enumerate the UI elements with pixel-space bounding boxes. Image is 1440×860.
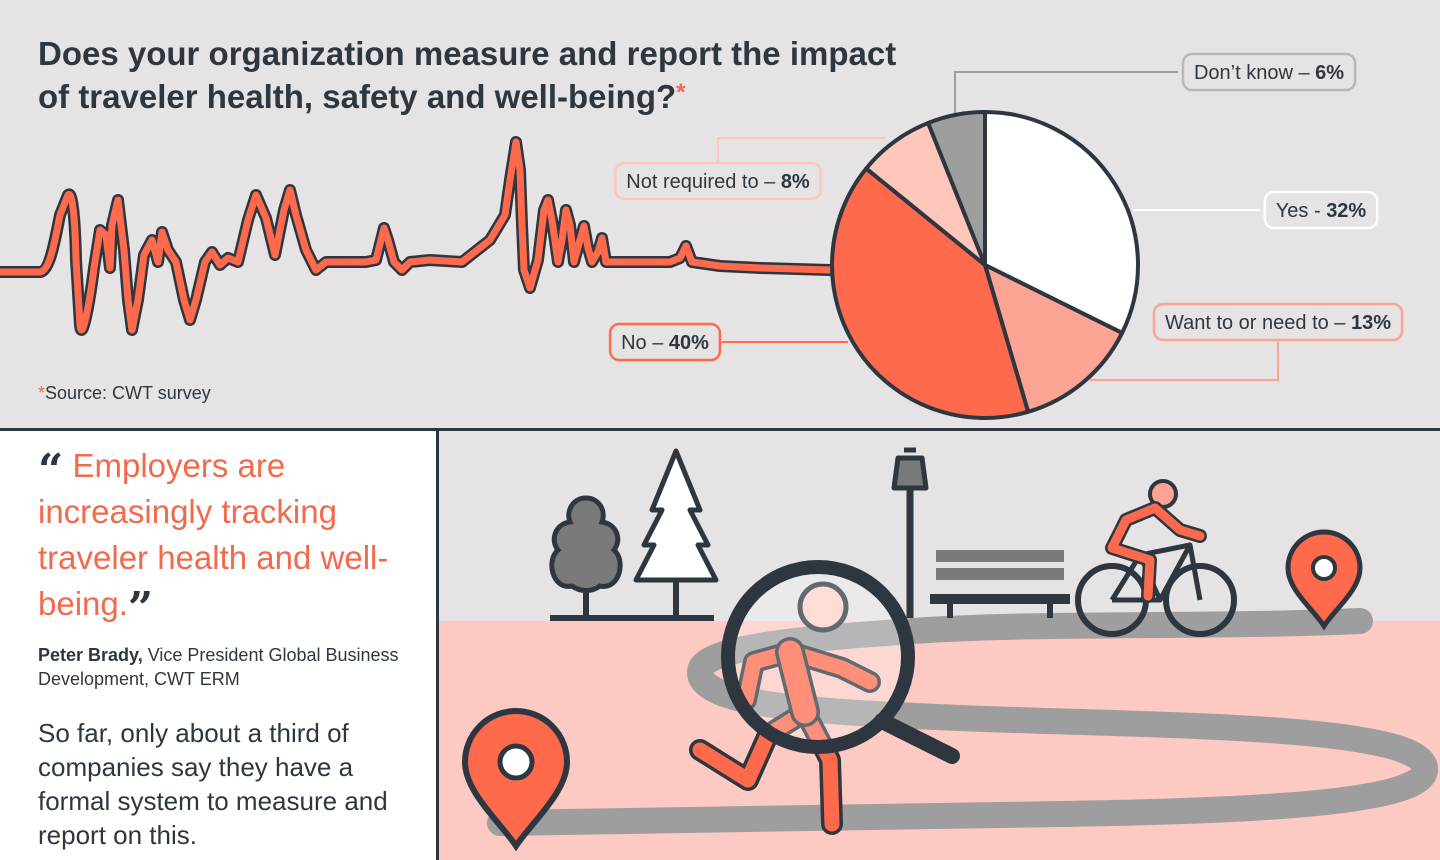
svg-text:No – 40%: No – 40% (621, 332, 709, 354)
pull-quote: “ Employers are increasingly tracking tr… (38, 443, 408, 631)
body-paragraph: So far, only about a third of companies … (38, 718, 388, 850)
label-box (1181, 52, 1357, 92)
slice-label-no: No – 40% (608, 322, 722, 362)
park-illustration (439, 431, 1440, 860)
label-box (608, 322, 722, 362)
slice-value-text: 6% (1315, 62, 1344, 84)
tree-icon (549, 495, 623, 618)
slice-label-text: Yes - (1276, 200, 1326, 222)
map-pin-icon (1285, 529, 1363, 631)
pie-slice-no (830, 166, 1031, 420)
label-box (614, 161, 822, 201)
slice-label-text: Not required to – (626, 171, 781, 193)
leader-line-dont-know (954, 71, 1178, 118)
vertical-divider (436, 431, 439, 860)
leader-lines (717, 71, 1279, 381)
quote-body: Employers are increasingly tracking trav… (38, 447, 389, 622)
svg-text:Not required to – 8%: Not required to – 8% (626, 171, 810, 193)
pie-labels: Yes - 32% Want to or need to – 13% No – 40… (608, 52, 1404, 362)
title-asterisk: * (676, 79, 686, 106)
leader-line-not-required (717, 137, 885, 162)
map-pin-icon (461, 708, 571, 852)
chart-title: Does your organization measure and repor… (38, 35, 897, 115)
svg-text:Want to or need to – 13%: Want to or need to – 13% (1165, 312, 1391, 334)
slice-label-not-required-to: Not required to – 8% (614, 161, 822, 201)
slice-label-text: Don’t know – (1194, 62, 1315, 84)
close-quote-mark: ” (127, 583, 154, 634)
pie-slice-yes (983, 110, 1141, 335)
horizontal-divider (0, 428, 1440, 431)
pie-slice-don-t-know (926, 110, 987, 267)
label-box (1263, 190, 1379, 230)
author-title: Vice President Global Business Developme… (38, 645, 399, 689)
slice-label-don-t-know: Don’t know – 6% (1181, 52, 1357, 92)
street-lamp-icon (891, 447, 929, 618)
slice-label-text: No – (621, 332, 669, 354)
svg-text:Don’t know – 6%: Don’t know – 6% (1194, 62, 1344, 84)
cyclist-icon (1075, 479, 1237, 637)
slice-value-text: 40% (669, 332, 709, 354)
bench-icon (930, 550, 1070, 618)
author-name: Peter Brady, (38, 645, 143, 665)
runner-icon (689, 581, 881, 835)
quote-panel (0, 431, 436, 860)
label-box (1152, 302, 1404, 342)
source-note: *Source: CWT survey (38, 383, 211, 403)
pie-chart: Yes - 32% Want to or need to – 13% No – 40… (0, 52, 1404, 420)
leader-line-want (1090, 342, 1279, 381)
slice-value-text: 13% (1351, 312, 1391, 334)
pine-tree-icon (633, 448, 719, 618)
pie-slices (830, 110, 1141, 420)
magnifier-icon (721, 560, 960, 764)
slice-label-want-to-or-need-to: Want to or need to – 13% (1152, 302, 1404, 342)
slice-label-text: Want to or need to – (1165, 312, 1351, 334)
slice-value-text: 8% (781, 171, 810, 193)
svg-text:Yes - 32%: Yes - 32% (1276, 200, 1367, 222)
slice-value-text: 32% (1326, 200, 1366, 222)
heartbeat-line-icon (0, 136, 836, 336)
slice-label-yes: Yes - 32% (1263, 190, 1379, 230)
open-quote-mark: “ (38, 445, 64, 496)
quote-attribution: Peter Brady, Vice President Global Busin… (38, 643, 428, 691)
